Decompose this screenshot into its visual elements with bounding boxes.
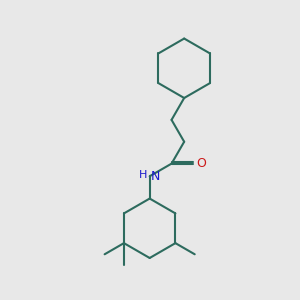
Text: H: H: [139, 170, 148, 180]
Text: O: O: [196, 157, 206, 170]
Text: N: N: [151, 170, 160, 183]
